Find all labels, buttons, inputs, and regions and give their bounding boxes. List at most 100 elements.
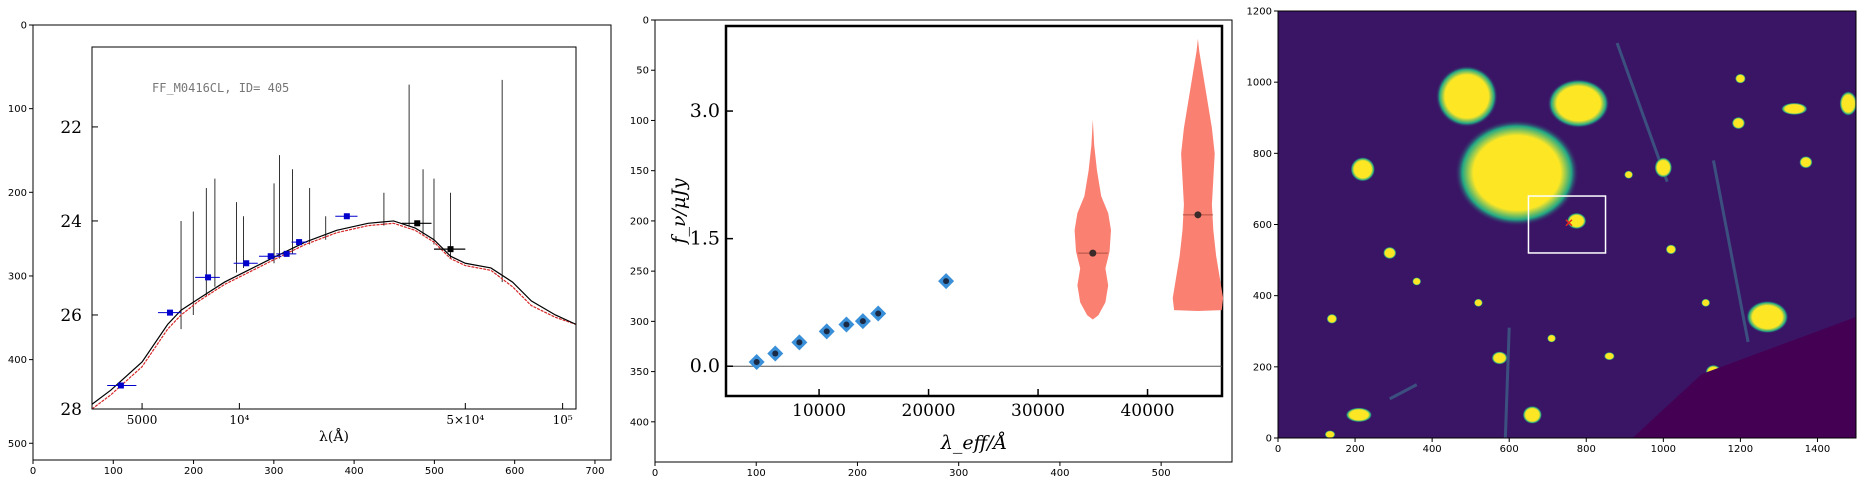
image-y-tick-label: 800 <box>1253 149 1272 160</box>
flux-panel: 0 100 200 300 400 500 0 50 100 150 200 250 300 350 400… <box>630 16 1233 479</box>
source-blob <box>1412 277 1422 286</box>
diffraction-streak <box>1615 42 1669 183</box>
inner-y-tick-label: 3.0 <box>690 100 720 122</box>
image-panel: 0 200 400 600 800 1000 1200 1400 0 200 400 600 800 10… <box>1247 7 1857 455</box>
inner-y-tick-label: 0.0 <box>690 355 720 377</box>
outer-y-tick-label: 500 <box>8 439 27 450</box>
source-blob <box>1491 351 1508 365</box>
outer-y-tick-label: 400 <box>8 355 27 366</box>
image-y-tick-label: 600 <box>1253 220 1272 231</box>
inner-x-tick-label: 20000 <box>902 401 956 421</box>
outer-x-tick-label: 500 <box>425 466 444 477</box>
image-y-tick-label: 200 <box>1253 362 1272 373</box>
source-blob <box>1799 156 1813 169</box>
sed-panel: 0 100 200 300 400 500 600 700 0 100 200 300 400 500 FF… <box>8 21 612 477</box>
diffraction-streak <box>1503 327 1511 438</box>
outer-y-tick-label: 100 <box>8 104 27 115</box>
source-blob <box>1383 246 1397 260</box>
irac-point <box>447 246 454 253</box>
inner-x-axis-label: λ(Å) <box>319 427 349 445</box>
outer-x-tick-label: 100 <box>747 468 766 479</box>
source-blob <box>1735 73 1746 84</box>
inner-frame <box>724 24 1224 398</box>
image-x-tick-label: 0 <box>1275 444 1281 455</box>
photometry-point <box>117 382 124 389</box>
object-label: FF_M0416CL, ID= 405 <box>152 81 289 95</box>
violin-center-point <box>1089 249 1097 257</box>
inner-y-tick-label: 26 <box>60 306 82 326</box>
source-blob <box>1624 170 1634 179</box>
sed-plot-area <box>92 79 576 409</box>
flux-point <box>875 310 882 317</box>
photometry-point <box>267 253 274 260</box>
photometry-point <box>343 213 350 220</box>
source-blob <box>1701 298 1711 307</box>
image-area <box>1278 11 1856 438</box>
image-y-tick-label: 1200 <box>1247 7 1272 18</box>
flux-point <box>796 339 803 346</box>
inner-y-tick-label: 22 <box>60 118 82 138</box>
target-marker <box>1565 219 1573 227</box>
outer-y-tick-label: 200 <box>8 188 27 199</box>
flux-point <box>753 358 760 365</box>
outer-y-tick-label: 100 <box>630 116 649 127</box>
outer-x-tick-label: 400 <box>345 466 364 477</box>
outer-x-tick-label: 400 <box>1050 468 1069 479</box>
outer-x-tick-label: 0 <box>30 466 36 477</box>
inner-x-tick-label: 5×10⁴ <box>446 413 484 427</box>
source-blob <box>1473 298 1483 307</box>
image-x-tick-label: 800 <box>1577 444 1596 455</box>
source-blob <box>1547 78 1610 129</box>
source-blob <box>1435 65 1498 128</box>
outer-y-tick-label: 300 <box>8 271 27 282</box>
inner-x-axis-label: λ_eff/Å <box>940 432 1007 454</box>
outer-x-tick-label: 500 <box>1152 468 1171 479</box>
outer-frame <box>654 19 1233 463</box>
image-x-tick-label: 200 <box>1346 444 1365 455</box>
inner-x-tick-label: 10⁵ <box>553 413 573 427</box>
image-x-tick-label: 600 <box>1500 444 1519 455</box>
outer-y-tick-label: 400 <box>630 417 649 428</box>
masked-region <box>1632 317 1856 438</box>
irac-point <box>414 220 421 227</box>
inner-x-tick-label: 30000 <box>1011 401 1065 421</box>
outer-x-tick-label: 100 <box>104 466 123 477</box>
source-blob <box>1324 430 1336 438</box>
outer-y-tick-label: 150 <box>630 166 649 177</box>
outer-y-tick-label: 250 <box>630 267 649 278</box>
inner-y-tick-label: 28 <box>60 400 82 420</box>
source-blob <box>1522 405 1543 424</box>
image-x-tick-label: 400 <box>1423 444 1442 455</box>
flux-point <box>772 350 779 357</box>
outer-y-tick-label: 0 <box>21 21 27 32</box>
flux-point <box>843 321 850 328</box>
image-y-tick-label: 1000 <box>1247 78 1272 89</box>
outer-x-tick-label: 300 <box>264 466 283 477</box>
photometry-point <box>296 239 303 246</box>
inner-y-axis-label: f_ν/μJy <box>668 178 690 245</box>
source-blob <box>1604 352 1615 361</box>
model-red-curve <box>92 222 576 409</box>
source-blob <box>1781 102 1808 115</box>
inner-frame <box>91 46 577 410</box>
photometry-point <box>166 309 173 316</box>
outer-y-tick-label: 50 <box>636 66 649 77</box>
outer-x-tick-label: 200 <box>848 468 867 479</box>
source-blob <box>1654 157 1673 178</box>
outer-y-tick-label: 350 <box>630 367 649 378</box>
inner-x-tick-label: 10000 <box>792 401 846 421</box>
source-blob <box>1839 91 1856 116</box>
selection-box <box>1527 195 1607 254</box>
source-blob <box>1547 334 1557 343</box>
outer-x-tick-label: 0 <box>652 468 658 479</box>
source-blob <box>1326 313 1338 324</box>
flux-point <box>823 328 830 335</box>
source-blob <box>1746 300 1789 334</box>
outer-x-tick-label: 300 <box>949 468 968 479</box>
outer-y-tick-label: 200 <box>630 216 649 227</box>
source-blob <box>1731 116 1746 130</box>
inner-x-tick-label: 10⁴ <box>229 413 249 427</box>
flux-point <box>859 318 866 325</box>
flux-point <box>943 278 950 285</box>
